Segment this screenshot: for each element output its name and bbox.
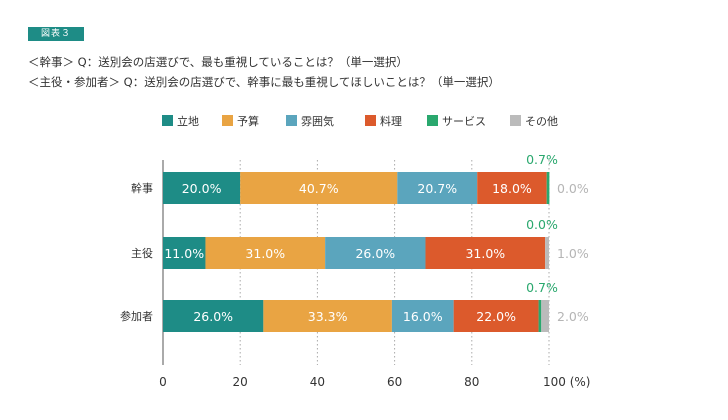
category-label: 参加者: [120, 309, 153, 323]
legend-label: サービス: [442, 115, 486, 128]
data-label: 11.0%: [164, 246, 204, 261]
x-tick-label: 60: [387, 375, 402, 389]
bar-segment: [163, 172, 241, 204]
x-tick-label: 0: [159, 375, 167, 389]
data-label: 26.0%: [193, 309, 233, 324]
x-tick-label: 20: [233, 375, 248, 389]
data-label: 31.0%: [245, 246, 285, 261]
bar-segment: [538, 300, 542, 332]
question-organizer: ＜幹事＞ Q：送別会の店選びで、最も重視していることは？（単一選択）: [28, 55, 408, 69]
data-label: 33.3%: [308, 309, 348, 324]
data-label-service: 0.7%: [526, 280, 558, 295]
legend-swatch: [427, 115, 438, 126]
bar-segment: [240, 172, 398, 204]
bar-segment: [163, 237, 206, 269]
bar-segment: [325, 237, 426, 269]
bar-segment: [397, 172, 478, 204]
data-label: 20.0%: [182, 181, 222, 196]
category-label: 幹事: [131, 181, 153, 195]
bar-segment: [545, 237, 549, 269]
data-label-service: 0.0%: [526, 217, 558, 232]
legend-swatch: [365, 115, 376, 126]
category-label: 主役: [131, 246, 153, 260]
bar-segment: [453, 300, 539, 332]
x-tick-label: 100 (%): [543, 375, 590, 389]
legend-label: 予算: [237, 114, 259, 128]
data-label-service: 0.7%: [526, 152, 558, 167]
bar-segment: [163, 300, 264, 332]
data-label: 40.7%: [299, 181, 339, 196]
data-label: 22.0%: [476, 309, 516, 324]
bar-segment: [425, 237, 546, 269]
data-label: 26.0%: [355, 246, 395, 261]
bar-segment: [546, 172, 550, 204]
question-guest-participant: ＜主役・参加者＞ Q：送別会の店選びで、幹事に最も重視してほしいことは？（単一選…: [28, 75, 500, 89]
x-tick-label: 80: [464, 375, 479, 389]
figure-label: 図表３: [28, 27, 84, 41]
data-label-other: 2.0%: [557, 309, 589, 324]
x-tick-label: 40: [310, 375, 325, 389]
data-label-other: 0.0%: [557, 181, 589, 196]
data-label: 18.0%: [492, 181, 532, 196]
data-label: 20.7%: [417, 181, 457, 196]
legend-swatch: [222, 115, 233, 126]
data-label-other: 1.0%: [557, 246, 589, 261]
legend-label: その他: [525, 115, 558, 128]
bar-segment: [541, 300, 549, 332]
legend-swatch: [286, 115, 297, 126]
legend-label: 立地: [177, 114, 199, 128]
legend-swatch: [510, 115, 521, 126]
legend-swatch: [162, 115, 173, 126]
bar-segment: [263, 300, 392, 332]
bar-segment: [205, 237, 326, 269]
data-label: 31.0%: [465, 246, 505, 261]
data-label: 16.0%: [403, 309, 443, 324]
bar-segment: [391, 300, 454, 332]
legend-label: 雰囲気: [301, 114, 334, 128]
bar-segment: [477, 172, 547, 204]
legend-label: 料理: [380, 114, 402, 128]
